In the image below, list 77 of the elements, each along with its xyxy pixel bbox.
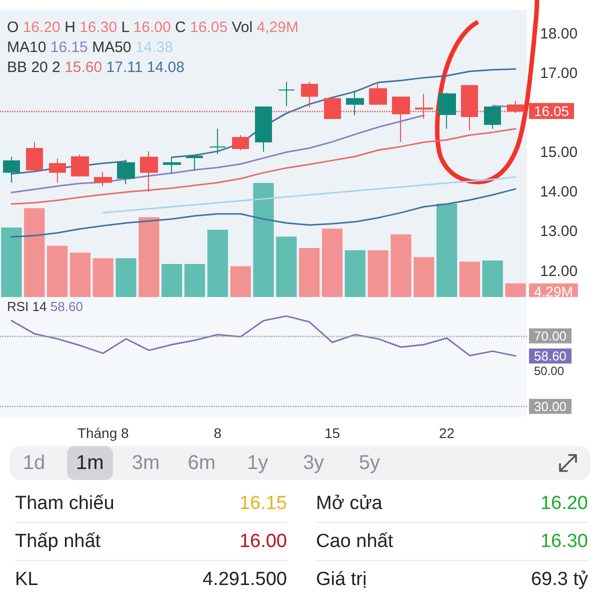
y-tick-label: 15.00 bbox=[540, 144, 578, 162]
y-tick-label: 14.00 bbox=[540, 184, 578, 201]
candlestick bbox=[369, 83, 387, 105]
bar bbox=[299, 248, 320, 297]
candlestick bbox=[346, 90, 364, 116]
ref-line-label: 16.05 bbox=[534, 102, 570, 119]
y-tick-label: 30.00 bbox=[534, 398, 567, 414]
line-series bbox=[10, 128, 516, 205]
candlestick bbox=[255, 106, 272, 152]
bar bbox=[436, 204, 458, 297]
bar bbox=[184, 264, 206, 297]
annotation: BB 20 2 15.60 17.11 14.08 bbox=[7, 59, 184, 76]
candlestick bbox=[186, 156, 203, 172]
line-series bbox=[10, 315, 516, 357]
candlestick bbox=[49, 158, 66, 184]
category-label: Thấp nhất bbox=[15, 530, 101, 552]
text: 69.3 tỷ bbox=[530, 568, 588, 590]
data-label: 58.60 bbox=[534, 348, 567, 364]
annotation: RSI 14 58.60 bbox=[7, 299, 83, 314]
candlestick bbox=[26, 141, 43, 172]
bar bbox=[505, 283, 526, 297]
bar bbox=[253, 183, 274, 297]
bar bbox=[414, 257, 434, 297]
text: 16.30 bbox=[540, 530, 588, 552]
annotation: MA10 16.15 MA50 14.38 bbox=[7, 39, 173, 56]
y-tick-label: 50.00 bbox=[534, 364, 564, 378]
category-label: Cao nhất bbox=[316, 530, 394, 552]
candlestick bbox=[438, 92, 456, 130]
candlestick bbox=[484, 106, 501, 130]
line-series bbox=[10, 188, 516, 238]
text: 16.00 bbox=[239, 530, 287, 552]
bar bbox=[207, 230, 228, 297]
candlestick bbox=[278, 82, 295, 107]
bar bbox=[70, 252, 91, 297]
category-label: Mở cửa bbox=[316, 492, 382, 514]
bar bbox=[92, 258, 114, 297]
bar bbox=[138, 217, 160, 297]
bar bbox=[230, 266, 251, 297]
candlestick bbox=[232, 134, 249, 151]
candlestick bbox=[71, 154, 89, 178]
text: 4.29M bbox=[534, 283, 573, 300]
y-tick-label: 13.00 bbox=[540, 223, 578, 240]
candlestick bbox=[140, 150, 158, 192]
candlestick bbox=[301, 82, 318, 108]
bar bbox=[368, 250, 388, 297]
bar bbox=[276, 236, 297, 297]
bar bbox=[322, 228, 343, 297]
category-label: Giá trị bbox=[316, 568, 367, 590]
y-tick-label: 18.00 bbox=[540, 25, 578, 42]
candlestick bbox=[94, 171, 112, 187]
x-tick-label: Tháng 8 bbox=[77, 425, 129, 441]
segmented-control: 1d 1m 3m 6m 1y 3y 5y bbox=[10, 446, 590, 480]
x-tick-label: 8 bbox=[214, 425, 222, 441]
bar bbox=[46, 246, 68, 297]
y-tick-label: 70.00 bbox=[534, 328, 567, 344]
text: O 16.20 H 16.30 L 16.00 C 16.05 Vol 4,29M bbox=[7, 19, 298, 36]
y-tick-label: 12.00 bbox=[540, 262, 578, 280]
bar bbox=[116, 258, 136, 297]
y-tick-label: 17.00 bbox=[540, 64, 578, 82]
bar bbox=[482, 260, 503, 297]
bar bbox=[344, 250, 366, 297]
x-tick-label: 22 bbox=[439, 425, 455, 441]
candlestick bbox=[209, 128, 226, 155]
line-series bbox=[102, 176, 516, 214]
candlestick bbox=[3, 156, 20, 184]
text: 16.15 bbox=[239, 492, 287, 514]
x-tick-label: 15 bbox=[324, 425, 340, 441]
bar bbox=[390, 234, 412, 297]
category-label: Tham chiếu bbox=[15, 492, 114, 514]
bar bbox=[1, 227, 22, 297]
text: 4.291.500 bbox=[202, 568, 287, 590]
bar bbox=[24, 208, 45, 297]
bar bbox=[162, 264, 182, 297]
bar bbox=[459, 262, 480, 297]
text: 16.20 bbox=[540, 492, 588, 514]
category-label: KL bbox=[15, 568, 38, 590]
candlestick bbox=[117, 159, 135, 185]
